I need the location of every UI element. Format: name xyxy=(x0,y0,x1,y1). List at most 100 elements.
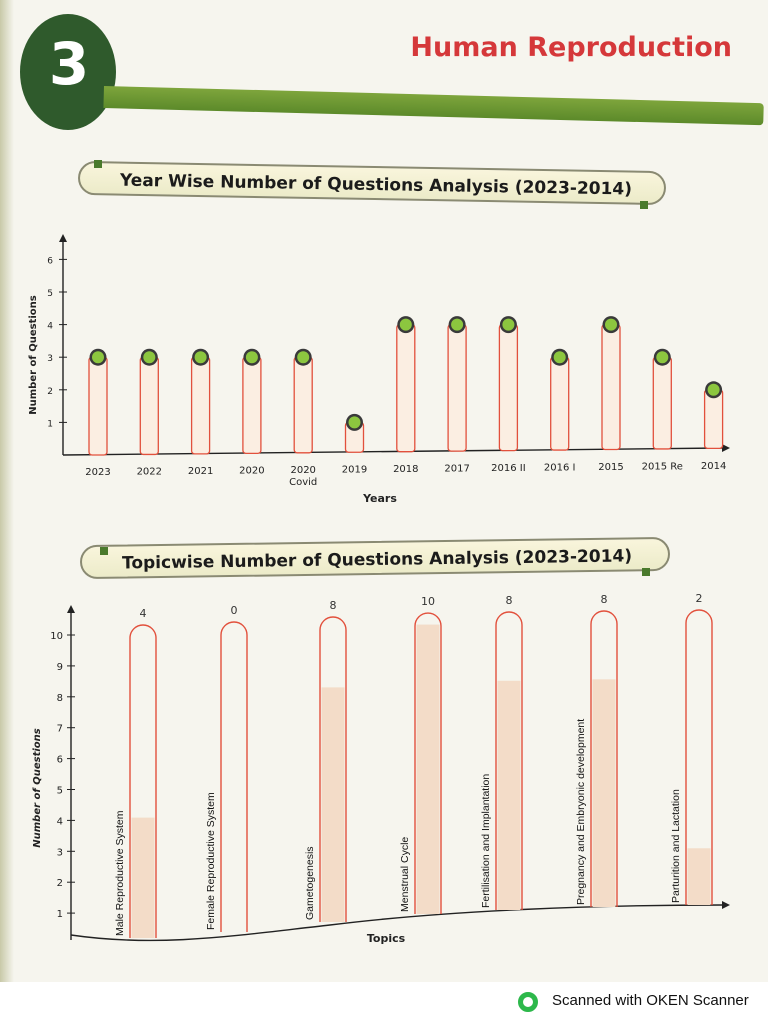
tube-fill xyxy=(416,624,440,914)
x-tick-label-line: 2015 xyxy=(598,462,623,473)
x-tick-label-line: Covid xyxy=(289,477,317,488)
x-tick-label: 2015 xyxy=(598,462,623,473)
topic-label: Female Reproductive System xyxy=(205,792,217,930)
x-tick-label-line: 2020 xyxy=(239,466,264,477)
x-axis-arrow xyxy=(722,901,730,909)
x-tick-label: 2019 xyxy=(342,465,367,476)
x-tick-label-line: 2016 I xyxy=(544,463,576,474)
bar-marker xyxy=(297,351,310,364)
tube-fill xyxy=(687,848,711,905)
chapter-badge xyxy=(20,14,116,130)
bar-marker xyxy=(707,383,720,396)
x-tick-label: 2020 xyxy=(239,466,264,477)
x-tick-label: 2021 xyxy=(188,466,213,477)
topic-label: Fertilisation and Implantation xyxy=(480,774,492,908)
bar-marker xyxy=(348,416,361,429)
x-tick-label-line: 2020 xyxy=(290,465,315,476)
y-tick-label: 3 xyxy=(47,354,53,364)
bar-marker xyxy=(399,318,412,331)
x-tick-label: 2015 Re xyxy=(642,462,683,473)
x-tick-label: 2016 I xyxy=(544,463,576,474)
x-tick-label: 2014 xyxy=(701,461,726,472)
topic-label: Male Reproductive System xyxy=(114,810,126,936)
tube-fill xyxy=(592,679,616,907)
x-tick-label: 2018 xyxy=(393,464,418,475)
tube-outline xyxy=(319,616,347,922)
scanner-text: Scanned with OKEN Scanner xyxy=(552,992,749,1009)
topic-label: Gametogenesis xyxy=(304,846,316,920)
y-tick-label: 6 xyxy=(47,256,53,266)
bar-marker xyxy=(451,318,464,331)
value-label: 8 xyxy=(506,594,513,607)
x-axis-arrow xyxy=(722,444,730,452)
x-tick-label-line: 2018 xyxy=(393,464,418,475)
y-tick-label: 6 xyxy=(57,755,63,766)
tube-outline xyxy=(685,609,713,905)
x-tick-label-line: 2023 xyxy=(85,467,110,478)
tube-fill xyxy=(131,817,155,938)
bar-marker xyxy=(92,351,104,364)
x-tick-label: 2017 xyxy=(444,464,469,475)
title-decoration xyxy=(642,568,650,576)
x-tick-label: 2016 II xyxy=(491,463,526,474)
y-tick-label: 5 xyxy=(57,786,63,797)
topic-label: Menstrual Cycle xyxy=(399,837,411,912)
title-decoration xyxy=(94,160,102,168)
y-tick-label: 8 xyxy=(57,693,63,704)
y-tick-label: 4 xyxy=(47,322,53,332)
y-tick-label: 9 xyxy=(57,662,63,673)
bar-marker xyxy=(194,351,207,364)
y-tick-label: 4 xyxy=(57,816,63,827)
x-tick-label-line: 2016 II xyxy=(491,463,526,474)
y-tick-label: 1 xyxy=(47,419,53,429)
y-tick-label: 2 xyxy=(47,387,53,397)
x-tick-label: 2020 Covid xyxy=(289,465,317,488)
tube-fill xyxy=(497,680,521,910)
title-decoration xyxy=(640,201,648,209)
value-label: 0 xyxy=(231,604,238,617)
value-label: 8 xyxy=(330,599,337,612)
x-tick-label-line: 2021 xyxy=(188,466,213,477)
bar-marker xyxy=(245,351,258,364)
value-label: 10 xyxy=(421,595,435,608)
bar-marker xyxy=(656,351,669,364)
topic-label: Parturition and Lactation xyxy=(670,789,682,903)
value-label: 4 xyxy=(140,607,147,620)
y-axis-label: Number of Questions xyxy=(32,728,43,848)
tube-fill xyxy=(321,687,345,922)
tube-outline xyxy=(495,611,523,910)
topic-label: Pregnancy and Embryonic development xyxy=(575,719,587,905)
y-axis-arrow xyxy=(59,234,67,242)
x-tick-label: 2022 xyxy=(137,467,162,478)
y-tick-label: 2 xyxy=(57,878,63,889)
title-decoration xyxy=(100,547,108,555)
bar-marker xyxy=(605,318,617,331)
y-axis-arrow xyxy=(67,605,75,613)
tube-outline xyxy=(129,624,157,938)
bar-marker xyxy=(143,351,156,364)
y-tick-label: 10 xyxy=(50,631,63,642)
x-axis-label: Topics xyxy=(367,932,406,945)
value-label: 2 xyxy=(696,592,703,605)
x-tick-label-line: 2022 xyxy=(137,467,162,478)
tube-outline xyxy=(590,610,618,907)
x-tick-label: 2023 xyxy=(85,467,110,478)
x-tick-label-line: 2019 xyxy=(342,465,367,476)
y-tick-label: 7 xyxy=(57,724,63,735)
tube-outline xyxy=(414,612,442,914)
bar-marker xyxy=(553,351,566,364)
tube-outline xyxy=(220,621,248,932)
scanner-logo-icon xyxy=(518,992,538,1012)
x-tick-label-line: 2015 Re xyxy=(642,462,683,473)
y-tick-label: 1 xyxy=(57,909,63,920)
y-axis-label: Number of Questions xyxy=(28,295,39,415)
x-tick-label-line: 2017 xyxy=(444,464,469,475)
value-label: 8 xyxy=(601,593,608,606)
bar-marker xyxy=(502,318,515,331)
x-axis-label: Years xyxy=(362,492,397,505)
scanner-footer xyxy=(0,982,768,1024)
y-tick-label: 3 xyxy=(57,847,63,858)
